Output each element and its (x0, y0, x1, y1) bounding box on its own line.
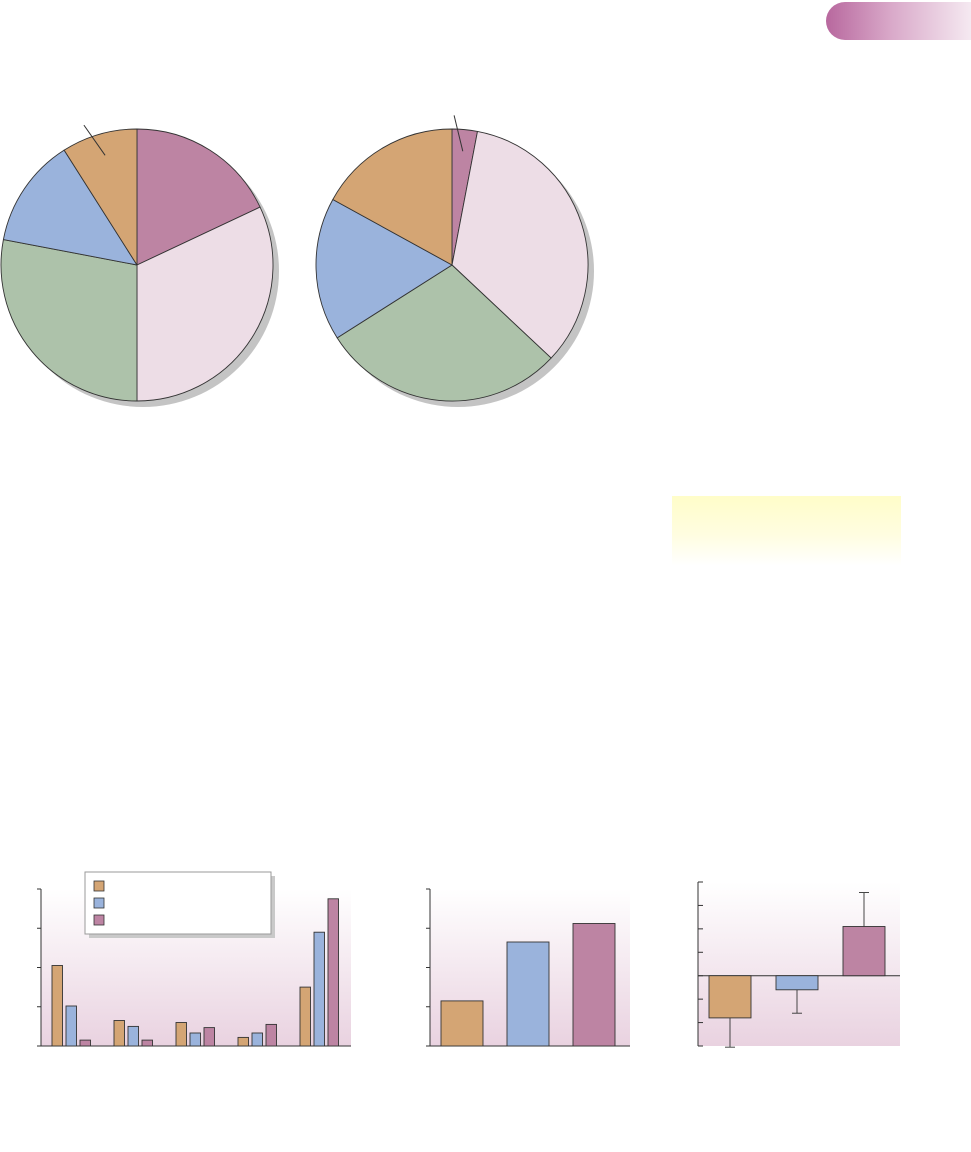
bar-s2-c1 (141, 1039, 153, 1047)
bar-s0-c0 (51, 965, 63, 1047)
pie-right-slice-2 (336, 264, 552, 402)
pie-left-slice-3 (2, 149, 138, 266)
pie-right-callout-line (453, 115, 464, 152)
bar-s1-c3 (251, 1032, 263, 1047)
bar-s0-c1 (113, 1020, 125, 1047)
bar-chart-right (697, 881, 900, 1048)
pie-left-slice-0 (136, 128, 261, 266)
bar-s0-c2 (175, 1022, 187, 1047)
pie-chart-right (315, 115, 594, 407)
pie-chart-left (0, 124, 279, 407)
middle-bar-2 (572, 923, 616, 1047)
section-tab (826, 2, 971, 40)
bar-s2-c2 (203, 1027, 215, 1047)
legend-swatch-2 (93, 914, 105, 926)
pie-left-slice-1 (136, 206, 274, 402)
pie-left-slice-4 (63, 128, 138, 266)
bar-s0-c4 (299, 986, 311, 1047)
bar-s1-c2 (189, 1032, 201, 1047)
bar-s2-c4 (327, 898, 339, 1047)
legend-swatch-1 (93, 897, 105, 909)
middle-bar-1 (506, 941, 550, 1047)
pie-right-slice-3 (315, 199, 453, 339)
highlight-box (672, 496, 901, 566)
bar-s0-c3 (237, 1036, 249, 1047)
bar-chart-middle (426, 888, 630, 1047)
bar-s2-c3 (265, 1023, 277, 1047)
bar-s2-c0 (79, 1039, 91, 1047)
bar-s1-c0 (65, 1005, 77, 1047)
bar-s1-c4 (313, 931, 325, 1047)
right-bar-1 (775, 975, 819, 991)
grouped-bar-chart (37, 871, 351, 1047)
pie-left-callout-line (83, 124, 106, 156)
legend-swatch-0 (93, 880, 105, 892)
pie-right-slice-4 (332, 128, 453, 266)
pie-right-slice-1 (451, 130, 589, 359)
legend (84, 871, 275, 938)
right-bar-2 (842, 926, 886, 977)
right-bar-0 (708, 975, 752, 1019)
legend-box (84, 871, 272, 935)
pie-left-slice-2 (0, 239, 138, 402)
bar-s1-c1 (127, 1025, 139, 1047)
middle-bar-0 (440, 1000, 484, 1047)
